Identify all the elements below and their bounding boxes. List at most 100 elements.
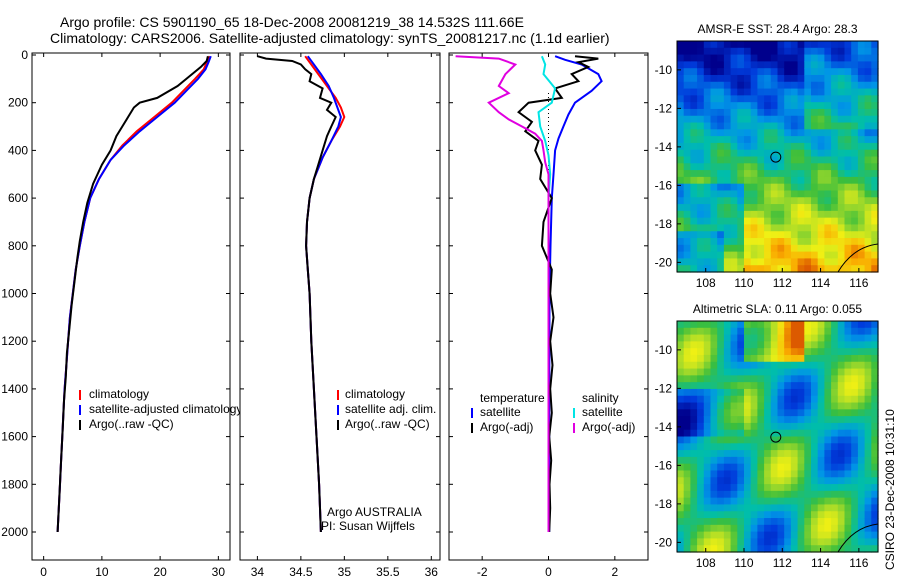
map-cell — [804, 321, 812, 329]
map-cell — [703, 238, 712, 246]
map-cell — [690, 74, 698, 83]
map-cell — [824, 163, 832, 171]
series-line-temperature-argo — [517, 55, 599, 533]
map-cell — [703, 156, 712, 164]
map-cell — [817, 41, 825, 49]
map-cell — [864, 74, 872, 83]
map-cell — [784, 416, 792, 424]
map-cell — [871, 68, 879, 76]
map-cell — [831, 470, 839, 478]
map-cell — [744, 108, 752, 117]
map-cell — [697, 470, 705, 478]
map-cell — [804, 102, 812, 110]
map-cell — [851, 81, 859, 90]
map-cell — [817, 524, 825, 533]
map-cell — [730, 149, 738, 158]
map-cell — [777, 210, 785, 219]
map-cell — [757, 210, 765, 219]
map-cell — [857, 497, 866, 506]
map-cell — [770, 395, 779, 404]
map-cell — [777, 463, 785, 472]
map-cell — [817, 327, 825, 336]
map-cell — [811, 382, 819, 390]
map-cell — [750, 354, 758, 363]
map-cell — [750, 88, 758, 96]
map-cell — [844, 497, 852, 506]
map-cell — [804, 402, 812, 410]
map-cell — [697, 224, 705, 232]
map-cell — [837, 511, 846, 519]
map-cell — [717, 511, 725, 519]
map-cell — [750, 41, 758, 49]
map-cell — [737, 61, 745, 69]
map-cell — [697, 183, 705, 192]
map-cell — [844, 368, 852, 376]
map-cell — [744, 361, 752, 370]
x-tick-label: 112 — [773, 556, 792, 570]
map-cell — [730, 395, 738, 404]
map-cell — [851, 122, 859, 130]
map-cell — [697, 382, 705, 390]
map-cell — [837, 477, 846, 485]
map-cell — [757, 115, 765, 124]
map-cell — [717, 244, 725, 253]
map-cell — [677, 518, 685, 526]
map-cell — [844, 47, 852, 56]
map-cell — [723, 402, 732, 410]
legend-label: Argo(..raw -QC) — [89, 417, 174, 431]
map-cell — [744, 409, 752, 417]
map-cell — [730, 409, 738, 417]
map-cell — [757, 129, 765, 137]
map-cell — [777, 395, 785, 404]
map-cell — [864, 402, 872, 410]
map-cell — [744, 402, 752, 410]
map-cell — [851, 210, 859, 219]
map-cell — [757, 409, 765, 417]
map-cell — [824, 258, 832, 266]
map-cell — [797, 490, 805, 499]
map-cell — [703, 531, 712, 540]
map-cell — [710, 190, 718, 198]
map-cell — [730, 136, 738, 144]
map-cell — [744, 61, 752, 69]
y-tick-label: -14 — [655, 420, 673, 434]
map-cell — [703, 136, 712, 144]
map-cell — [723, 176, 732, 185]
map-cell — [703, 497, 712, 506]
map-cell — [817, 74, 825, 83]
map-cell — [811, 422, 819, 431]
map-cell — [864, 149, 872, 158]
map-cell — [730, 477, 738, 485]
map-cell — [710, 238, 718, 246]
map-cell — [757, 122, 765, 130]
map-cell — [844, 504, 852, 512]
map-cell — [737, 238, 745, 246]
map-cell — [844, 348, 852, 356]
legend-label: satellite-adjusted climatology — [89, 402, 242, 416]
map-cell — [784, 81, 792, 90]
map-cell — [857, 450, 866, 458]
map-cell — [857, 361, 866, 370]
map-cell — [824, 456, 832, 465]
map-cell — [777, 129, 785, 137]
map-cell — [757, 504, 765, 512]
map-cell — [817, 156, 825, 164]
map-cell — [851, 497, 859, 506]
map-cell — [864, 545, 872, 553]
map-cell — [757, 224, 765, 232]
map-cell — [777, 204, 785, 212]
map-cell — [864, 354, 872, 363]
map-cell — [764, 149, 772, 158]
map-cell — [837, 258, 846, 266]
series-line-argo — [56, 55, 209, 533]
map-cell — [790, 41, 799, 49]
map-cell — [744, 115, 752, 124]
map-cell — [837, 443, 846, 451]
map-cell — [723, 231, 732, 239]
map-cell — [851, 402, 859, 410]
map-cell — [690, 348, 698, 356]
map-cell — [824, 470, 832, 478]
map-cell — [811, 81, 819, 90]
map-cell — [697, 115, 705, 124]
map-cell — [851, 348, 859, 356]
